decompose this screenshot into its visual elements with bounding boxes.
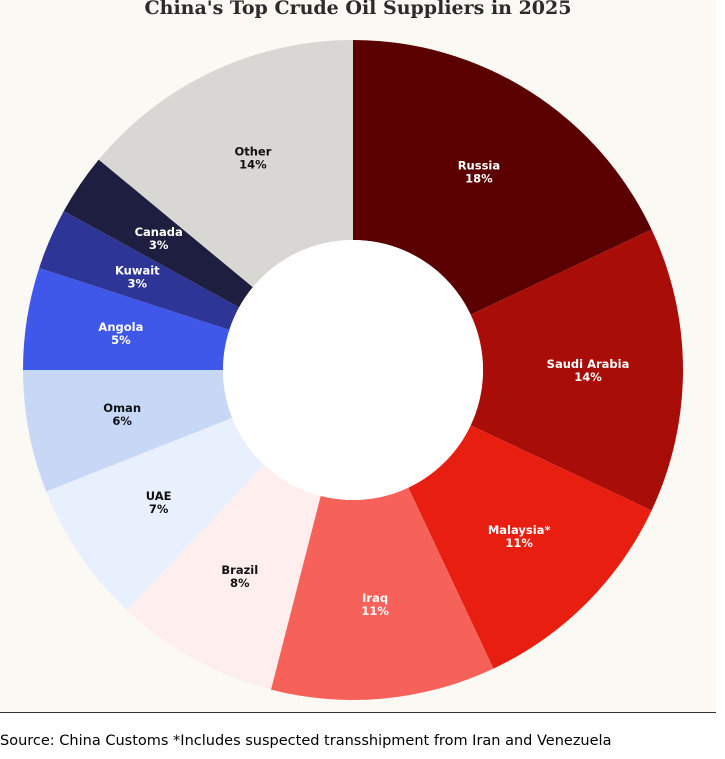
slice-brazil (127, 464, 321, 690)
slice-name-iraq: Iraq (362, 591, 388, 605)
slice-label-other: Other 14% (234, 144, 271, 171)
slice-value-oman: 6% (112, 414, 132, 428)
donut-hole (223, 240, 483, 500)
slice-name-malaysia: Malaysia* (488, 523, 551, 537)
slice-label-angola: Angola 5% (98, 320, 143, 347)
slice-value-saudi-arabia: 14% (574, 370, 602, 384)
slice-name-kuwait: Kuwait (115, 264, 160, 278)
slice-label-canada: Canada 3% (135, 225, 183, 252)
slice-name-russia: Russia (458, 159, 500, 173)
slice-value-russia: 18% (465, 172, 493, 186)
slice-oman (23, 370, 233, 492)
slice-canada (63, 159, 253, 308)
slice-name-saudi-arabia: Saudi Arabia (547, 357, 630, 371)
source-note: Source: China Customs *Includes suspecte… (0, 733, 612, 749)
slice-label-saudi-arabia: Saudi Arabia 14% (547, 357, 630, 384)
slice-value-iraq: 11% (361, 604, 389, 618)
slice-label-uae: UAE 7% (146, 489, 172, 516)
slice-angola (23, 268, 230, 370)
slice-value-malaysia: 11% (505, 536, 533, 550)
slice-name-brazil: Brazil (221, 563, 258, 577)
slice-iraq (270, 487, 494, 700)
chart-panel: China's Top Crude Oil Suppliers in 2025 … (0, 0, 716, 713)
slice-label-kuwait: Kuwait 3% (115, 264, 160, 291)
slice-name-uae: UAE (146, 489, 172, 503)
slice-label-iraq: Iraq 11% (361, 591, 389, 618)
slice-saudi-arabia (470, 229, 683, 511)
slice-value-brazil: 8% (230, 576, 250, 590)
slice-malaysia (408, 425, 652, 669)
slice-uae (46, 417, 265, 611)
slice-name-canada: Canada (135, 225, 183, 239)
slice-value-kuwait: 3% (128, 277, 148, 291)
slice-value-uae: 7% (149, 502, 169, 516)
slice-kuwait (39, 211, 240, 330)
slice-label-oman: Oman 6% (103, 401, 141, 428)
slice-russia (353, 40, 652, 315)
slice-label-russia: Russia 18% (458, 159, 500, 186)
donut-chart: Russia 18%Saudi Arabia 14%Malaysia* 11%Iraq… (23, 40, 683, 700)
slice-label-brazil: Brazil 8% (221, 563, 258, 590)
slice-label-malaysia: Malaysia* 11% (488, 523, 551, 550)
slice-other (98, 40, 354, 288)
slice-name-other: Other (234, 144, 271, 158)
slice-value-other: 14% (239, 157, 267, 171)
slice-name-oman: Oman (103, 401, 141, 415)
chart-title: China's Top Crude Oil Suppliers in 2025 (144, 0, 572, 19)
slice-name-angola: Angola (98, 320, 143, 334)
slice-value-angola: 5% (111, 333, 131, 347)
slice-value-canada: 3% (149, 238, 169, 252)
